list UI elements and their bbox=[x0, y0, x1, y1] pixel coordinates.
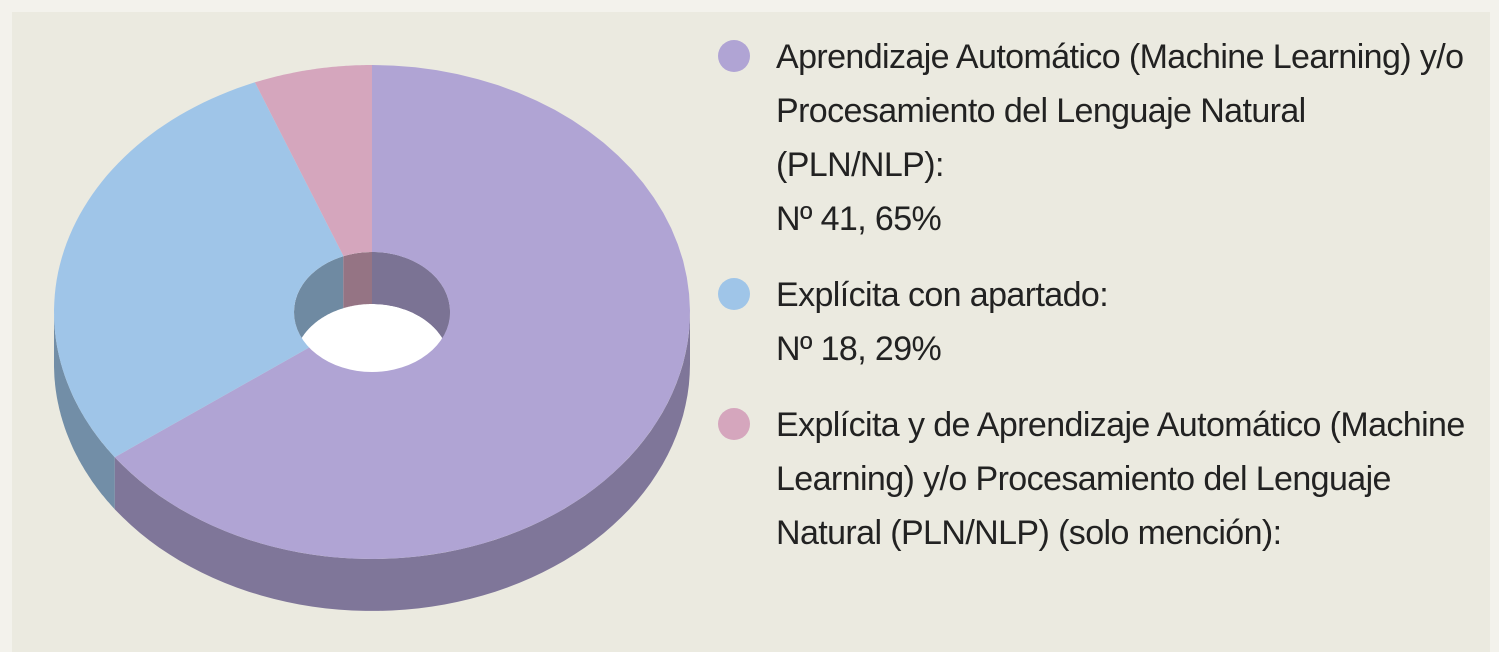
legend-item: Aprendizaje Automático (Machine Learning… bbox=[718, 30, 1478, 246]
slice-inner-wall bbox=[372, 252, 450, 364]
slice-side bbox=[114, 312, 690, 611]
legend-label: Aprendizaje Automático (Machine Learning… bbox=[776, 38, 1464, 184]
slice-side bbox=[54, 312, 115, 510]
page: Aprendizaje Automático (Machine Learning… bbox=[12, 12, 1490, 652]
chart bbox=[54, 65, 690, 611]
legend-marker bbox=[718, 40, 750, 72]
legend-text: Explícita con apartado: Nº 18, 29% bbox=[776, 268, 1109, 376]
legend-marker bbox=[718, 278, 750, 310]
legend-text: Explícita y de Aprendizaje Automático (M… bbox=[776, 398, 1478, 560]
legend-item: Explícita y de Aprendizaje Automático (M… bbox=[718, 398, 1478, 560]
slice-inner-wall bbox=[294, 256, 344, 364]
legend-text: Aprendizaje Automático (Machine Learning… bbox=[776, 30, 1478, 246]
legend-label: Explícita y de Aprendizaje Automático (M… bbox=[776, 406, 1465, 552]
slice bbox=[254, 65, 372, 312]
legend-label: Explícita con apartado: bbox=[776, 276, 1109, 314]
value-label: Nº 41, 65% bbox=[776, 200, 942, 238]
hole-walls bbox=[294, 252, 450, 364]
legend: Aprendizaje Automático (Machine Learning… bbox=[718, 30, 1478, 582]
value-label: Nº 18, 29% bbox=[776, 330, 942, 368]
slice bbox=[54, 82, 372, 458]
legend-item: Explícita con apartado: Nº 18, 29% bbox=[718, 268, 1478, 376]
legend-marker bbox=[718, 408, 750, 440]
slice-inner-wall bbox=[343, 252, 372, 309]
